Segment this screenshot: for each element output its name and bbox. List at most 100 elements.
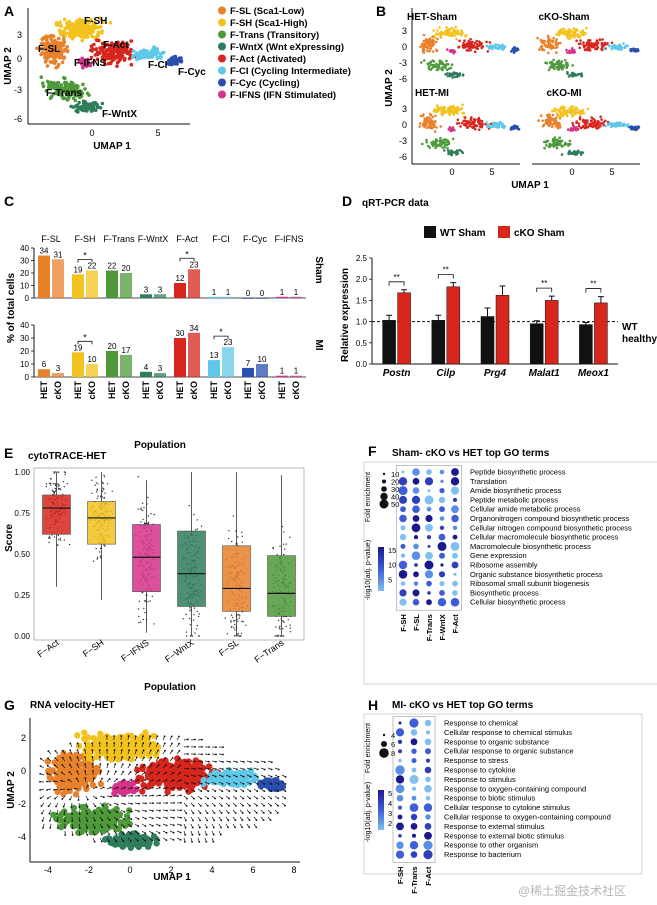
umap-point [577, 124, 581, 128]
umap-point [480, 119, 484, 123]
umap-point [79, 106, 84, 110]
c-value-label: 0 [260, 289, 265, 298]
umap-point [63, 780, 71, 787]
umap-point [72, 34, 76, 39]
go-dot [424, 570, 434, 579]
umap-point [110, 49, 115, 54]
c-bar [52, 373, 64, 377]
e-jitter-point [94, 484, 96, 486]
go-term-label: Biosynthetic process [470, 588, 539, 597]
b-subtitle-het-mi: HET-MI [415, 88, 449, 99]
umap-point [618, 43, 621, 47]
umap-point [56, 92, 60, 97]
umap-cko-sham [536, 27, 640, 78]
umap-point [559, 110, 563, 114]
umap-point [568, 142, 572, 146]
d-ytick-label: 0.0 [356, 360, 368, 369]
umap-point [65, 22, 69, 26]
umap-point [581, 29, 585, 32]
e-jitter-point [141, 509, 144, 512]
panel-letter-d: D [342, 193, 352, 209]
c-value-label: 22 [108, 262, 117, 271]
umap-point [58, 20, 62, 25]
a-xlabel: UMAP 1 [93, 141, 131, 152]
umap-point [62, 17, 67, 22]
umap-point [131, 49, 136, 53]
umap-point [632, 47, 636, 51]
umap-point [560, 153, 564, 156]
g-ylabel: UMAP 2 [6, 771, 17, 809]
umap-point [586, 126, 589, 129]
umap-point [571, 64, 574, 67]
umap-point [99, 24, 103, 29]
c-value-label: 20 [122, 264, 131, 273]
umap-point [449, 66, 453, 70]
c-group-label: cKO [53, 381, 63, 400]
e-box [222, 545, 251, 612]
d-bar [495, 295, 510, 365]
umap-point [63, 80, 67, 85]
umap-point [547, 68, 551, 72]
umap-point [439, 106, 442, 109]
c-ytick-label: 0 [25, 294, 30, 303]
e-jitter-point [58, 487, 60, 490]
c-value-label: 12 [176, 274, 185, 283]
d-ylabel: Relative expression [340, 268, 351, 362]
cluster-label-f-ifns: F-IFNS [74, 58, 107, 69]
umap-point [473, 118, 476, 121]
e-jitter-point [48, 535, 51, 537]
umap-point [578, 117, 582, 121]
umap-point [584, 31, 587, 35]
e-jitter-point [272, 547, 275, 550]
e-jitter-point [99, 555, 102, 557]
c-bar [222, 347, 234, 377]
umap-point [565, 114, 569, 118]
umap-point [544, 45, 548, 48]
e-jitter-point [228, 537, 230, 540]
umap-point [455, 153, 458, 156]
umap-point [620, 46, 624, 49]
umap-point [88, 63, 93, 68]
go-dot [452, 534, 458, 540]
umap-point [458, 108, 462, 111]
umap-point [44, 89, 49, 93]
go-term-label: Cellular biosynthetic process [470, 598, 566, 607]
umap-point [118, 46, 122, 50]
umap-point [488, 47, 491, 50]
umap-point [584, 123, 587, 126]
cluster-label-f-sl: F-SL [38, 44, 60, 55]
e-jitter-point [241, 541, 244, 543]
legend-desc: (Activated) [257, 54, 306, 65]
e-jitter-point [274, 635, 276, 637]
umap-point [424, 123, 428, 126]
umap-point [557, 33, 561, 37]
b-ytick-0a: 0 [402, 42, 407, 52]
umap-point [454, 25, 458, 29]
umap-point [121, 40, 125, 45]
go-dot [439, 516, 445, 521]
c-value-label: 1 [294, 288, 299, 297]
umap-point [454, 111, 458, 114]
c-ytick-label: 30 [20, 257, 29, 266]
b-subtitle-cko-sham: cKO-Sham [538, 12, 589, 23]
umap-point [604, 124, 607, 128]
umap-point [555, 51, 558, 54]
e-xlabel: Population [144, 682, 196, 693]
go-dot [399, 533, 407, 541]
umap-point [80, 825, 87, 832]
umap-point [81, 729, 88, 736]
umap-point [578, 46, 581, 50]
e-jitter-point [287, 619, 289, 621]
legend-entry: F-WntX (Wnt eXpressing) [230, 42, 344, 53]
d-bar [529, 323, 544, 365]
umap-point [103, 62, 107, 67]
legend-entry: F-CI (Cycling Intermediate) [230, 66, 351, 77]
go-dot [399, 598, 407, 606]
umap-point [51, 83, 56, 87]
d-legend-swatch [424, 226, 436, 238]
umap-point [462, 46, 466, 49]
go-term-label: Translation [470, 477, 507, 486]
umap-point [593, 119, 597, 123]
umap-point [565, 51, 569, 54]
umap-point [596, 42, 599, 45]
